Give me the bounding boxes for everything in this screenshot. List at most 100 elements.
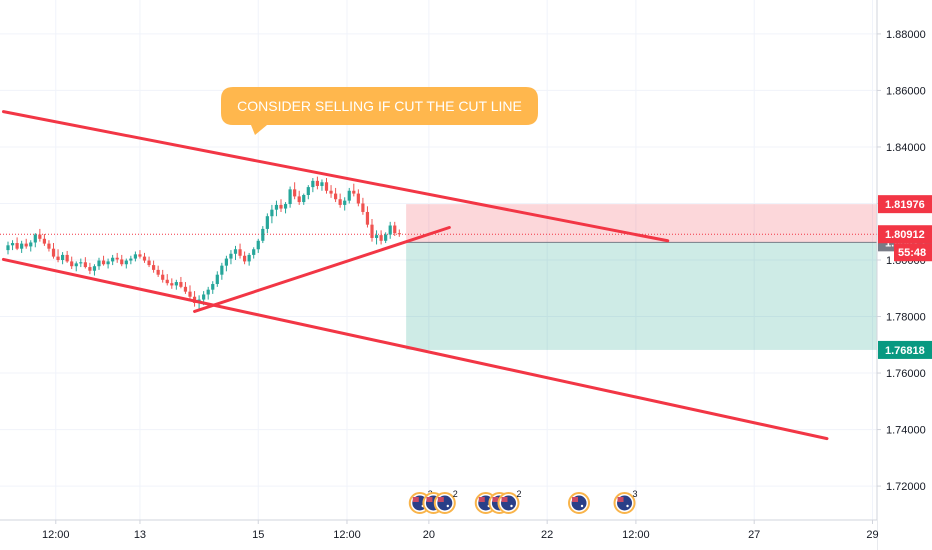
- candle[interactable]: [224, 255, 228, 272]
- candle[interactable]: [170, 278, 174, 289]
- candle[interactable]: [79, 258, 83, 268]
- candle[interactable]: [370, 219, 374, 242]
- candle[interactable]: [261, 226, 265, 244]
- candle[interactable]: [252, 247, 256, 259]
- candle[interactable]: [165, 274, 169, 286]
- candle[interactable]: [315, 176, 319, 190]
- candle[interactable]: [83, 257, 87, 269]
- candle[interactable]: [42, 234, 46, 246]
- candle[interactable]: [115, 252, 119, 263]
- candle[interactable]: [29, 240, 33, 252]
- candle[interactable]: [188, 285, 192, 300]
- candle[interactable]: [20, 240, 24, 253]
- candle[interactable]: [142, 252, 147, 263]
- candle[interactable]: [384, 232, 388, 244]
- candle[interactable]: [293, 182, 297, 200]
- candle[interactable]: [70, 256, 74, 270]
- candle[interactable]: [129, 255, 133, 265]
- economic-event-flag[interactable]: [568, 492, 591, 514]
- candle[interactable]: [101, 255, 106, 266]
- candle[interactable]: [156, 265, 160, 277]
- candle[interactable]: [88, 262, 92, 275]
- candle[interactable]: [243, 251, 247, 265]
- candle[interactable]: [24, 238, 28, 249]
- lower-channel-trendline[interactable]: [1, 257, 829, 441]
- current-price-tag[interactable]: 1.80912 55:48: [878, 225, 932, 262]
- candle[interactable]: [361, 197, 365, 215]
- upper-channel-trendline[interactable]: [1, 110, 670, 243]
- support-line-trendline[interactable]: [193, 226, 451, 313]
- candle[interactable]: [274, 200, 279, 217]
- candle[interactable]: [352, 183, 356, 197]
- candle[interactable]: [147, 256, 151, 268]
- candle[interactable]: [297, 190, 301, 205]
- candle[interactable]: [179, 276, 183, 289]
- candle[interactable]: [306, 185, 310, 200]
- candle[interactable]: [152, 260, 156, 273]
- candle[interactable]: [388, 221, 392, 239]
- candle[interactable]: [65, 250, 69, 263]
- candle[interactable]: [238, 243, 242, 259]
- candle[interactable]: [302, 193, 306, 205]
- candle[interactable]: [192, 291, 197, 307]
- candle[interactable]: [33, 233, 37, 248]
- economic-event-flag[interactable]: 3: [613, 489, 638, 514]
- candle[interactable]: [374, 230, 379, 245]
- candle[interactable]: [220, 262, 224, 280]
- candle[interactable]: [288, 186, 292, 208]
- candle[interactable]: [229, 250, 233, 265]
- candle[interactable]: [233, 245, 238, 260]
- economic-event-flag[interactable]: 2: [433, 489, 458, 514]
- candle[interactable]: [97, 257, 101, 270]
- note-bubble[interactable]: [221, 87, 538, 135]
- candle[interactable]: [347, 187, 351, 204]
- candle[interactable]: [211, 281, 215, 294]
- candle[interactable]: [365, 206, 370, 228]
- candle[interactable]: [256, 238, 260, 253]
- candle[interactable]: [10, 240, 15, 251]
- candle[interactable]: [397, 229, 401, 237]
- candle[interactable]: [92, 264, 97, 276]
- candle[interactable]: [329, 185, 333, 198]
- candle[interactable]: [338, 193, 342, 208]
- candle[interactable]: [138, 250, 142, 259]
- candle[interactable]: [174, 279, 178, 290]
- candle[interactable]: [393, 221, 397, 236]
- stop-price-tag[interactable]: 1.81976: [878, 195, 932, 214]
- candle[interactable]: [215, 271, 219, 287]
- candle[interactable]: [324, 178, 329, 194]
- candle[interactable]: [270, 204, 274, 224]
- candle[interactable]: [311, 178, 315, 193]
- candle[interactable]: [133, 251, 137, 262]
- candle[interactable]: [74, 261, 78, 272]
- candle[interactable]: [56, 249, 60, 263]
- candle[interactable]: [106, 258, 110, 269]
- candle[interactable]: [51, 243, 56, 259]
- target-price-tag[interactable]: 1.76818: [878, 340, 932, 359]
- candle[interactable]: [38, 228, 42, 242]
- candle[interactable]: [124, 258, 128, 269]
- candle[interactable]: [247, 252, 251, 266]
- candle[interactable]: [161, 269, 165, 283]
- time-axis[interactable]: 12:00 13 15 12:00 20 22 12:00 27 29: [0, 519, 879, 550]
- candle[interactable]: [120, 254, 124, 267]
- candle[interactable]: [279, 199, 283, 212]
- candle[interactable]: [61, 252, 65, 265]
- candle[interactable]: [15, 237, 19, 251]
- candle[interactable]: [47, 240, 51, 252]
- candle[interactable]: [206, 286, 210, 300]
- candle[interactable]: [334, 187, 338, 203]
- economic-event-flag[interactable]: 2: [497, 489, 522, 514]
- candle[interactable]: [183, 282, 188, 294]
- candle[interactable]: [320, 179, 324, 191]
- candle[interactable]: [343, 197, 347, 211]
- take-profit-zone[interactable]: [406, 242, 877, 350]
- candle[interactable]: [111, 254, 115, 266]
- price-axis[interactable]: 1.880001.860001.840001.820001.800001.780…: [876, 0, 932, 550]
- candle[interactable]: [379, 230, 383, 245]
- candle[interactable]: [6, 241, 10, 255]
- candle[interactable]: [283, 202, 288, 214]
- candle[interactable]: [265, 213, 269, 234]
- candle[interactable]: [356, 189, 360, 207]
